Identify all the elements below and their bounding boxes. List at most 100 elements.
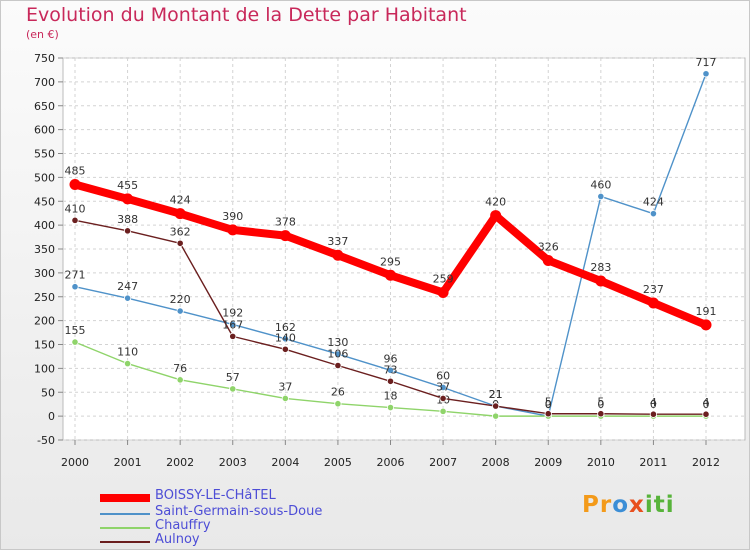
data-point — [174, 208, 186, 220]
data-point — [71, 283, 79, 291]
data-label: 21 — [489, 388, 503, 401]
data-label: 247 — [117, 280, 138, 293]
data-label: 390 — [222, 210, 243, 223]
data-point — [334, 350, 342, 358]
data-label: 0 — [545, 398, 552, 411]
x-tick-label: 2009 — [534, 456, 562, 469]
data-point — [544, 410, 552, 418]
legend-label: BOISSY-LE-CHâTEL — [155, 488, 276, 503]
data-point — [492, 412, 500, 420]
data-label: 4 — [650, 396, 657, 409]
x-tick-label: 2003 — [219, 456, 247, 469]
data-point — [123, 294, 132, 302]
data-point — [597, 410, 605, 418]
data-label: 192 — [222, 306, 243, 319]
data-label: 420 — [485, 196, 506, 209]
data-label: 424 — [643, 196, 664, 209]
legend-swatch — [100, 527, 150, 529]
plot-area — [62, 57, 746, 441]
x-tick-label: 2007 — [429, 456, 457, 469]
legend-label: Saint-Germain-sous-Doue — [155, 504, 323, 519]
data-label: 106 — [327, 348, 348, 361]
data-point — [227, 224, 239, 236]
data-point — [71, 338, 79, 346]
y-tick-label: 350 — [34, 243, 55, 256]
data-point — [439, 383, 447, 392]
data-point — [439, 394, 447, 403]
data-point — [176, 376, 184, 384]
data-point — [176, 239, 184, 247]
data-label: 424 — [170, 194, 191, 207]
data-label: 220 — [170, 293, 191, 306]
legend-label: Aulnoy — [155, 532, 200, 547]
data-point — [71, 216, 79, 224]
data-label: 21 — [489, 388, 503, 401]
data-label: 410 — [65, 202, 86, 215]
data-point — [281, 345, 289, 353]
y-tick-label: 650 — [34, 100, 55, 113]
x-tick-label: 2008 — [482, 456, 510, 469]
y-tick-label: 100 — [34, 362, 55, 375]
y-tick-label: 500 — [34, 171, 55, 184]
data-point — [334, 400, 342, 408]
data-label: 388 — [117, 213, 138, 226]
x-tick-label: 2004 — [271, 456, 299, 469]
y-tick-label: 550 — [34, 148, 55, 161]
data-point — [385, 269, 396, 281]
y-tick-label: 300 — [34, 267, 55, 280]
data-label: 140 — [275, 331, 296, 344]
data-point — [69, 179, 81, 191]
data-label: 57 — [226, 371, 240, 384]
data-point — [597, 192, 605, 201]
chart-title: Evolution du Montant de la Dette par Hab… — [26, 4, 467, 26]
data-label: 37 — [436, 380, 450, 393]
data-point — [490, 210, 502, 222]
data-point — [386, 366, 395, 374]
data-label: 5 — [597, 396, 604, 409]
y-tick-label: 400 — [34, 219, 55, 232]
data-label: 460 — [590, 178, 611, 191]
logo-part-4: iti — [644, 492, 675, 518]
x-tick-label: 2000 — [61, 456, 89, 469]
y-tick-label: 50 — [41, 386, 55, 399]
data-label: 73 — [384, 363, 398, 376]
data-point — [649, 410, 658, 418]
data-label: 155 — [65, 324, 86, 337]
legend-swatch — [100, 494, 150, 502]
data-point — [437, 286, 449, 298]
data-point — [123, 227, 132, 235]
data-label: 283 — [590, 261, 611, 274]
logo-part-1: Pr — [582, 492, 613, 518]
proxiti-logo: Proxiti — [582, 492, 675, 518]
x-tick-label: 2010 — [587, 456, 615, 469]
data-point — [279, 230, 291, 242]
chart-unit: (en €) — [26, 28, 59, 41]
data-point — [334, 361, 342, 370]
data-point — [123, 359, 132, 368]
data-label: 76 — [173, 362, 187, 375]
x-tick-label: 2002 — [166, 456, 194, 469]
data-point — [595, 275, 607, 287]
y-tick-label: 250 — [34, 291, 55, 304]
data-label: 259 — [433, 272, 454, 285]
data-label: 337 — [327, 235, 348, 248]
data-point — [229, 385, 237, 393]
x-tick-label: 2006 — [377, 456, 405, 469]
data-label: 362 — [170, 225, 191, 238]
data-label: 130 — [327, 336, 348, 349]
data-label: 60 — [436, 369, 450, 382]
logo-part-2: o — [612, 492, 630, 518]
data-label: 18 — [384, 390, 398, 403]
x-tick-label: 2012 — [692, 456, 720, 469]
y-tick-label: 600 — [34, 124, 55, 137]
data-point — [649, 210, 658, 218]
data-point — [492, 402, 500, 410]
data-label: 717 — [696, 56, 717, 69]
data-point — [229, 332, 237, 340]
data-point — [439, 407, 447, 415]
data-label: 237 — [643, 283, 664, 296]
data-label: 162 — [275, 321, 296, 334]
data-label: 378 — [275, 216, 296, 229]
data-label: 0 — [545, 398, 552, 411]
